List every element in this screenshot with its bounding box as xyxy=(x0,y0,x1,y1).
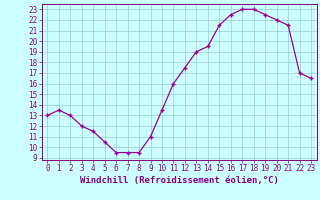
X-axis label: Windchill (Refroidissement éolien,°C): Windchill (Refroidissement éolien,°C) xyxy=(80,176,279,185)
